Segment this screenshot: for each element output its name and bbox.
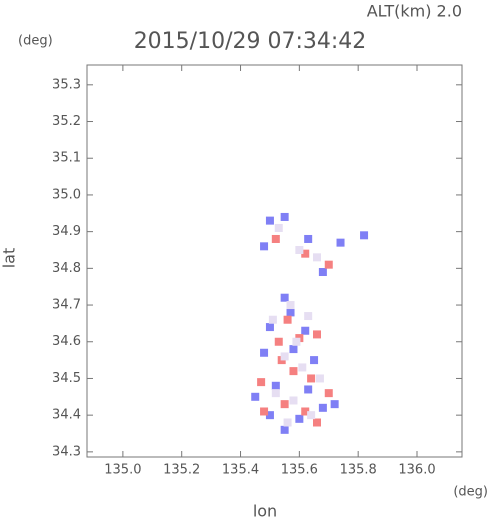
plot-frame bbox=[86, 64, 463, 458]
y-tick-label: 34.6 bbox=[52, 334, 81, 349]
speckle bbox=[304, 385, 313, 394]
x-tick-label: 135.0 bbox=[104, 463, 141, 478]
speckle bbox=[289, 367, 298, 376]
speckle bbox=[280, 352, 289, 361]
speckle bbox=[330, 400, 339, 409]
speckle bbox=[289, 396, 298, 405]
x-tick-label: 135.2 bbox=[163, 463, 200, 478]
x-tick-label: 136.0 bbox=[398, 463, 435, 478]
speckle bbox=[286, 308, 295, 317]
speckle bbox=[313, 418, 321, 427]
speckle bbox=[301, 407, 310, 416]
speckle bbox=[268, 315, 277, 324]
speckle bbox=[265, 216, 274, 225]
speckle bbox=[283, 315, 292, 324]
speckle bbox=[313, 330, 321, 339]
speckle bbox=[274, 223, 283, 232]
speckle bbox=[298, 363, 307, 372]
speckle bbox=[289, 345, 298, 354]
speckle bbox=[260, 348, 269, 357]
x-tick-label: 135.4 bbox=[222, 463, 259, 478]
x-label: lon bbox=[253, 502, 277, 521]
y-tick-label: 35.1 bbox=[52, 151, 81, 166]
y-unit: (deg) bbox=[18, 34, 53, 49]
speckle bbox=[283, 418, 292, 427]
speckle bbox=[318, 403, 327, 412]
annotation: ALT(km) 2.0 bbox=[367, 2, 462, 21]
speckle bbox=[280, 212, 289, 221]
x-unit: (deg) bbox=[453, 485, 488, 500]
speckle bbox=[301, 326, 310, 335]
x-tick-label: 135.6 bbox=[281, 463, 318, 478]
speckle bbox=[271, 234, 280, 243]
speckle bbox=[260, 407, 269, 416]
speckle bbox=[271, 381, 280, 390]
speckle bbox=[271, 389, 280, 398]
speckle bbox=[257, 378, 266, 387]
y-tick-label: 34.5 bbox=[52, 371, 81, 386]
speckle bbox=[280, 400, 289, 409]
speckle bbox=[295, 414, 304, 423]
speckle bbox=[324, 389, 333, 398]
y-tick-label: 34.3 bbox=[52, 444, 81, 459]
speckle bbox=[280, 425, 289, 434]
speckle bbox=[265, 411, 274, 420]
speckle bbox=[286, 301, 295, 310]
speckle bbox=[315, 374, 324, 383]
speckle bbox=[265, 323, 274, 332]
speckle bbox=[301, 249, 310, 258]
x-tick-label: 135.8 bbox=[340, 463, 377, 478]
y-tick-label: 35.0 bbox=[52, 187, 81, 202]
speckle bbox=[307, 374, 316, 383]
speckle bbox=[318, 268, 327, 277]
speckle bbox=[280, 293, 289, 302]
speckle bbox=[260, 242, 269, 251]
speckle bbox=[307, 411, 316, 420]
y-tick-label: 34.4 bbox=[52, 408, 81, 423]
speckle bbox=[292, 337, 301, 346]
chart-title: 2015/10/29 07:34:42 bbox=[134, 29, 367, 54]
speckle bbox=[304, 234, 313, 243]
y-tick-label: 35.3 bbox=[52, 77, 81, 92]
speckle bbox=[310, 356, 319, 365]
speckle bbox=[336, 238, 345, 247]
y-label: lat bbox=[0, 248, 19, 269]
speckle bbox=[313, 253, 321, 262]
y-tick-label: 34.9 bbox=[52, 224, 81, 239]
y-tick-label: 35.2 bbox=[52, 114, 81, 129]
y-tick-label: 34.7 bbox=[52, 298, 81, 313]
speckle bbox=[251, 392, 260, 401]
speckle bbox=[274, 337, 283, 346]
speckle bbox=[324, 260, 333, 269]
speckle bbox=[360, 231, 369, 240]
speckle bbox=[304, 312, 313, 321]
y-tick-label: 34.8 bbox=[52, 261, 81, 276]
speckle bbox=[295, 245, 304, 254]
